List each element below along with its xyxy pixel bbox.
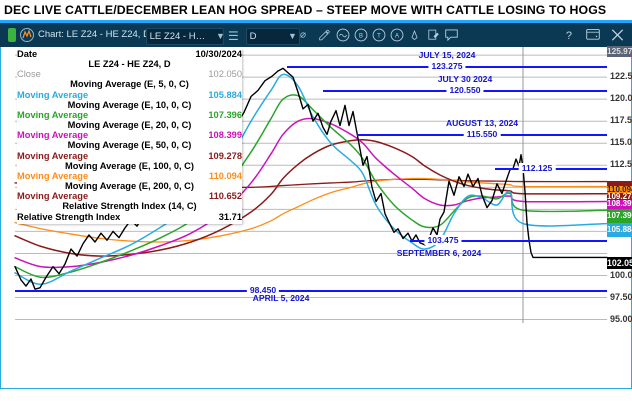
svg-text:B: B [359, 33, 363, 39]
svg-text:T: T [377, 33, 381, 39]
svg-text:A: A [395, 33, 399, 39]
